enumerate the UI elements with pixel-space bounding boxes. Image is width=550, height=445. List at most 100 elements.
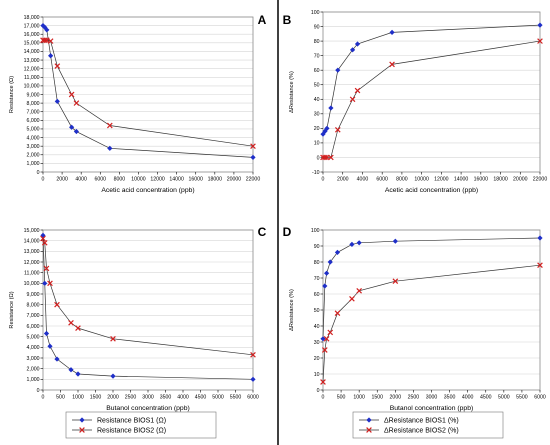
y-tick-label: 14,000: [24, 238, 40, 244]
x-tick-label: 0: [42, 395, 45, 401]
x-axis-title: Butanol concentration (ppb): [106, 405, 190, 412]
data-point-stroke-b: [389, 61, 395, 68]
x-tick-label: 500: [56, 395, 65, 401]
data-point-stroke-b: [328, 154, 334, 161]
data-point: [321, 347, 328, 353]
panel-c: 0 1,000 2,000 3,000 4,000 5,000 6,000 7,000 8,00…: [9, 225, 267, 412]
y-axis: 0 10 20 30 40 50 60 70 80 90 100: [311, 228, 323, 394]
data-point-stroke-b: [250, 143, 256, 149]
data-point: [250, 154, 256, 160]
x-tick-label: 3500: [444, 395, 456, 401]
data-point: [69, 124, 75, 130]
data-point: [324, 270, 330, 276]
legend-marker: [79, 417, 85, 423]
data-point: [537, 38, 543, 44]
data-point: [334, 126, 341, 133]
y-tick-label: 2,000: [27, 366, 40, 372]
data-point: [54, 301, 60, 308]
y-axis-title: Resistance (Ω): [9, 76, 15, 113]
data-point: [334, 249, 341, 255]
legend-box: [65, 411, 217, 439]
x-tick-label: 16000: [474, 177, 489, 183]
x-tick-label: 1500: [90, 395, 102, 401]
y-tick-label: 30: [314, 112, 320, 118]
data-point: [356, 287, 362, 294]
x-tick-label: 6000: [376, 177, 388, 183]
y-axis: 0 1,000 2,000 3,000 4,000 5,000 6,000 7,000 8,00…: [24, 228, 43, 394]
x-tick-label: 3500: [160, 395, 172, 401]
panel-letter: D: [283, 225, 292, 239]
data-point: [354, 87, 361, 94]
data-point: [75, 371, 81, 377]
y-tick-label: 0: [37, 170, 40, 176]
y-tick-label: 8,000: [27, 101, 40, 107]
data-point: [335, 67, 341, 73]
y-axis: 0 1,000 2,000 3,000 4,000 5,000 6,000 7,000 8,00…: [24, 15, 43, 176]
data-point: [323, 335, 330, 342]
x-axis: 0 2000 4000 6000 8000 10000 12000 14000 16000 180…: [322, 172, 547, 183]
data-point: [334, 310, 341, 317]
y-tick-label: 13,000: [24, 58, 40, 64]
data-point-stroke-b: [321, 347, 328, 353]
panel-letter: B: [283, 13, 292, 27]
y-tick-label: 18,000: [24, 15, 40, 21]
series-bios1: [320, 22, 543, 137]
data-point-stroke-b: [41, 239, 48, 246]
y-tick-label: 7,000: [27, 313, 40, 319]
series-line: [42, 238, 254, 356]
data-point-stroke-b: [68, 319, 74, 326]
data-point: [320, 336, 326, 342]
data-point-stroke-b: [47, 280, 53, 287]
y-tick-label: 12,000: [24, 66, 40, 72]
y-tick-label: -10: [312, 170, 320, 176]
x-tick-label: 12000: [434, 177, 449, 183]
x-tick-label: 6000: [247, 395, 259, 401]
y-tick-label: 3,000: [27, 356, 40, 362]
data-point-stroke-b: [334, 126, 341, 133]
data-point: [356, 240, 362, 246]
x-tick-label: 1000: [72, 395, 84, 401]
data-point: [48, 53, 54, 59]
data-point: [73, 128, 80, 135]
data-point: [327, 259, 333, 265]
y-tick-label: 80: [314, 39, 320, 45]
data-point-stroke-b: [320, 379, 326, 385]
y-tick-label: 70: [314, 276, 320, 282]
data-point: [389, 61, 395, 68]
x-axis-title: Acetic acid concentration (ppb): [385, 187, 478, 194]
data-point: [54, 356, 60, 362]
x-tick-label: 6000: [94, 177, 106, 183]
data-point: [392, 278, 399, 285]
y-tick-label: 70: [314, 53, 320, 59]
data-point-stroke-b: [40, 235, 46, 242]
legend-box: [352, 411, 504, 439]
data-point: [349, 96, 356, 103]
y-tick-label: 0: [37, 388, 40, 394]
data-point: [54, 63, 61, 69]
y-tick-label: 0: [317, 155, 320, 161]
series-bios2: [320, 262, 543, 385]
y-tick-label: 50: [314, 308, 320, 314]
y-tick-label: 80: [314, 260, 320, 266]
x-tick-label: 10000: [414, 177, 429, 183]
y-tick-label: 0: [317, 388, 320, 394]
gridlines: [323, 11, 540, 158]
series-bios2: [40, 235, 256, 358]
y-axis-title: ΔResistance (%): [289, 71, 295, 113]
panels: 0 1,000 2,000 3,000 4,000 5,000 6,000 7,000 8,00…: [9, 10, 547, 412]
x-tick-label: 1500: [371, 395, 383, 401]
y-tick-label: 13,000: [24, 249, 40, 255]
series-line: [322, 264, 541, 383]
y-tick-label: 20: [314, 356, 320, 362]
x-tick-label: 16000: [189, 177, 204, 183]
data-point-stroke-b: [349, 295, 355, 302]
data-point: [349, 241, 355, 247]
data-point: [68, 319, 74, 326]
x-axis: 0 2000 4000 6000 8000 10000 12000 14000 16000 180…: [42, 172, 260, 183]
data-point-stroke-b: [537, 38, 543, 44]
x-tick-label: 8000: [114, 177, 126, 183]
y-tick-label: 14,000: [24, 49, 40, 55]
y-tick-label: 50: [314, 83, 320, 89]
data-point: [349, 47, 356, 53]
data-point: [322, 154, 328, 161]
